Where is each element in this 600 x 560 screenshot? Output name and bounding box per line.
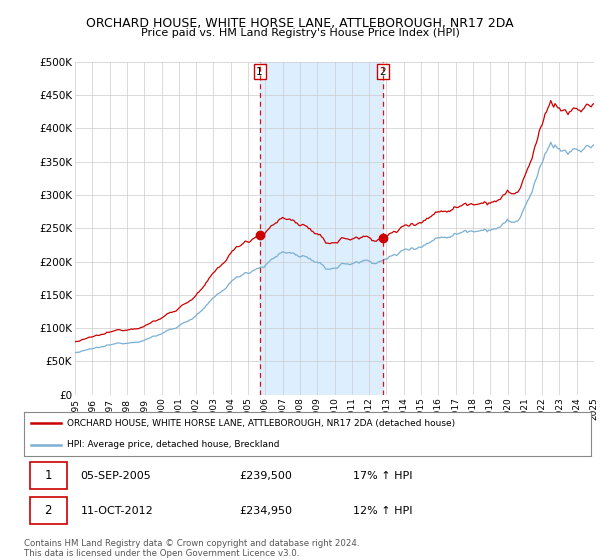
Text: ORCHARD HOUSE, WHITE HORSE LANE, ATTLEBOROUGH, NR17 2DA: ORCHARD HOUSE, WHITE HORSE LANE, ATTLEBO… bbox=[86, 17, 514, 30]
Text: 11-OCT-2012: 11-OCT-2012 bbox=[80, 506, 154, 516]
Text: 2: 2 bbox=[379, 67, 386, 77]
Text: Price paid vs. HM Land Registry's House Price Index (HPI): Price paid vs. HM Land Registry's House … bbox=[140, 28, 460, 38]
FancyBboxPatch shape bbox=[29, 497, 67, 524]
Text: 1: 1 bbox=[44, 469, 52, 482]
Text: £239,500: £239,500 bbox=[239, 471, 292, 481]
Text: ORCHARD HOUSE, WHITE HORSE LANE, ATTLEBOROUGH, NR17 2DA (detached house): ORCHARD HOUSE, WHITE HORSE LANE, ATTLEBO… bbox=[67, 419, 455, 428]
FancyBboxPatch shape bbox=[29, 462, 67, 489]
Text: £234,950: £234,950 bbox=[239, 506, 292, 516]
Bar bbox=[260, 62, 383, 395]
Text: HPI: Average price, detached house, Breckland: HPI: Average price, detached house, Brec… bbox=[67, 440, 279, 449]
Text: 05-SEP-2005: 05-SEP-2005 bbox=[80, 471, 151, 481]
Text: 12% ↑ HPI: 12% ↑ HPI bbox=[353, 506, 412, 516]
Text: 2: 2 bbox=[44, 504, 52, 517]
Text: Contains HM Land Registry data © Crown copyright and database right 2024.
This d: Contains HM Land Registry data © Crown c… bbox=[24, 539, 359, 558]
Text: 17% ↑ HPI: 17% ↑ HPI bbox=[353, 471, 412, 481]
Text: 1: 1 bbox=[256, 67, 263, 77]
